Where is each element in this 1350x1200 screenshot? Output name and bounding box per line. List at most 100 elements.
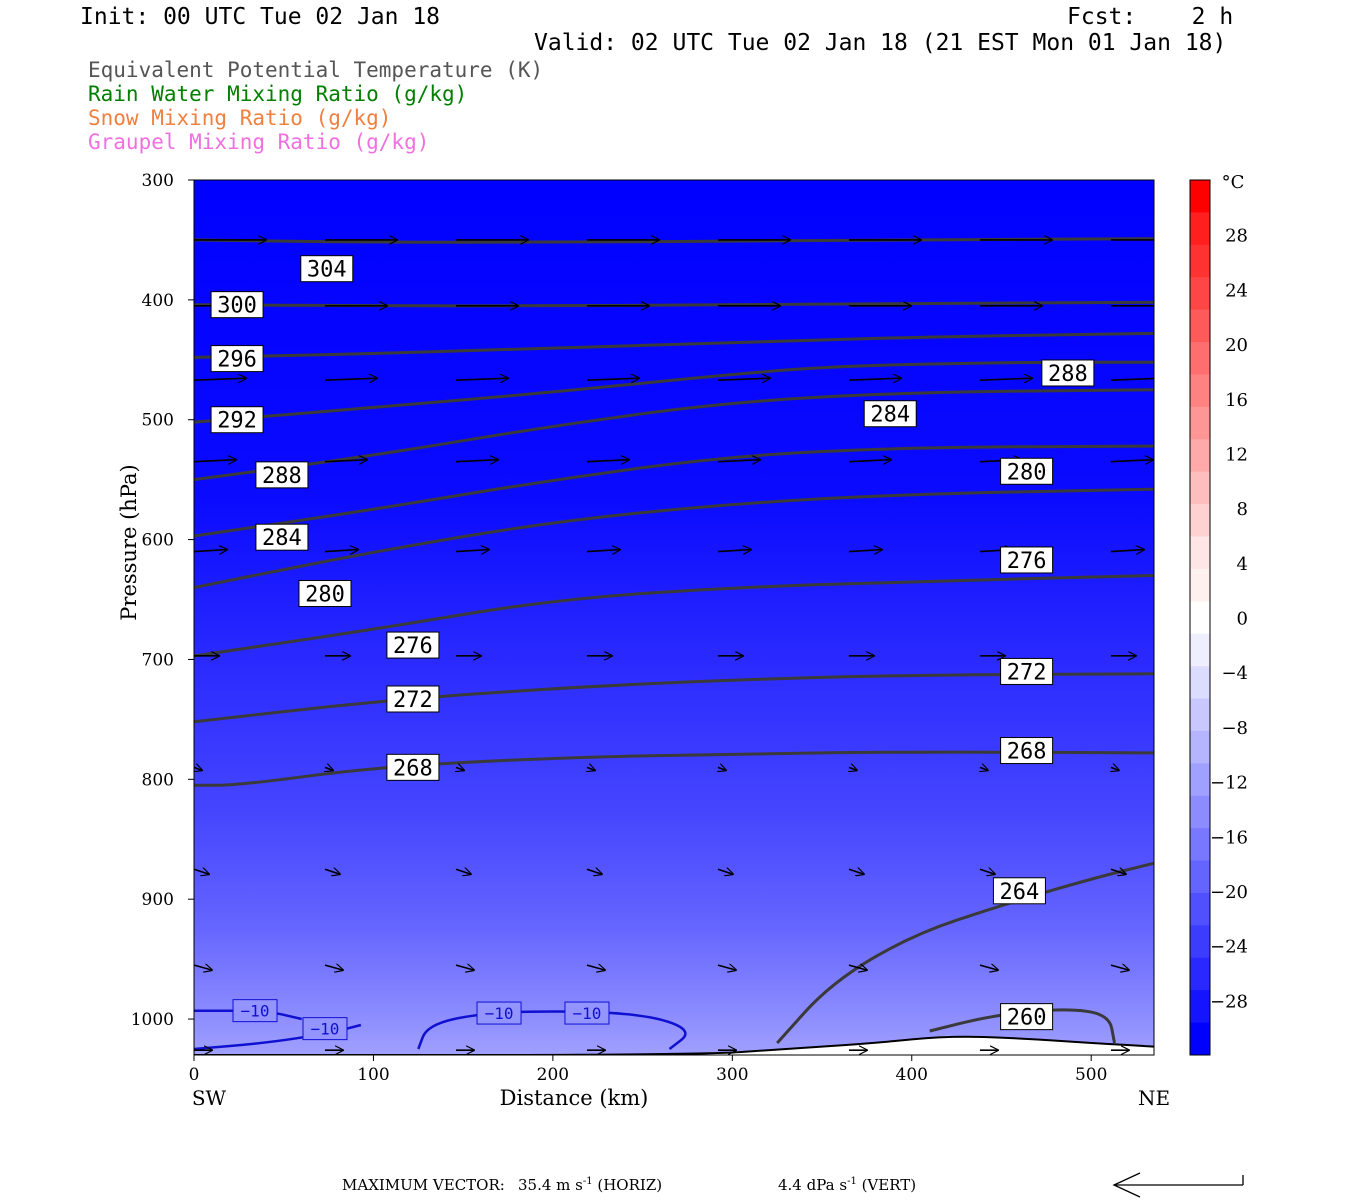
wind-vector	[848, 378, 901, 380]
colorbar-swatch	[1190, 568, 1210, 602]
y-tick-label: 600	[142, 531, 174, 551]
contour-label: 268	[1007, 740, 1047, 765]
y-tick-label: 800	[142, 770, 174, 790]
wind-vector	[587, 767, 595, 770]
max-vector-horiz: 35.4 m s-1 (HORIZ)	[518, 1176, 663, 1194]
colorbar-swatch	[1190, 244, 1210, 278]
colorbar-swatch	[1190, 925, 1210, 959]
colorbar-tick-label: −28	[1210, 991, 1248, 1012]
ne-label: NE	[1138, 1086, 1170, 1110]
theta-e-contour-280	[194, 487, 1154, 589]
x-tick-label: 500	[1075, 1065, 1107, 1085]
y-tick-label: 400	[142, 291, 174, 311]
colorbar-tick-label: 28	[1225, 226, 1248, 247]
colorbar-tick-label: 20	[1225, 335, 1248, 356]
contour-label: 272	[1007, 660, 1047, 685]
wind-vector	[717, 378, 770, 380]
wind-vector	[324, 965, 343, 970]
colorbar-tick-label: −24	[1210, 937, 1248, 958]
colorbar-tick-label: 8	[1237, 499, 1248, 520]
colorbar-swatch	[1190, 504, 1210, 537]
colorbar-swatch	[1190, 730, 1210, 764]
temp-label-box	[232, 999, 278, 1023]
colorbar-swatch	[1190, 471, 1210, 505]
forecast-hour: Fcst: 2 h	[1067, 4, 1234, 30]
temp-label-box	[476, 1001, 522, 1025]
colorbar-swatch	[1190, 633, 1210, 667]
y-tick-label: 1000	[131, 1010, 174, 1030]
contour-label-box	[300, 255, 354, 283]
wind-vector	[979, 378, 1032, 380]
contour-label: 272	[393, 688, 433, 713]
wind-vector	[586, 550, 620, 552]
contour-label-box	[255, 461, 309, 489]
reference-vector-head	[1112, 1172, 1141, 1198]
colorbar-swatch	[1190, 439, 1210, 473]
theta-e-contour-296	[194, 331, 1154, 359]
wind-vector	[194, 460, 236, 462]
wind-vector	[586, 965, 605, 970]
colorbar-frame	[1189, 179, 1211, 1056]
temp-label: −10	[573, 1004, 602, 1023]
wind-vector	[586, 460, 629, 462]
colorbar-swatch	[1190, 536, 1210, 570]
colorbar-swatch	[1190, 860, 1210, 894]
contour-label: 288	[1048, 362, 1088, 387]
colorbar-tick-label: 16	[1225, 390, 1248, 411]
theta-e-contour-264	[776, 861, 1154, 1045]
x-tick-label: 400	[896, 1065, 928, 1085]
wind-vector	[324, 550, 358, 552]
colorbar-swatch	[1190, 342, 1210, 375]
y-axis-title: Pressure (hPa)	[117, 464, 141, 620]
colorbar-swatch	[1190, 957, 1210, 991]
wind-vector	[194, 965, 212, 970]
x-tick-label: 300	[716, 1065, 748, 1085]
wind-vector	[324, 869, 340, 874]
wind-vector	[848, 550, 882, 552]
wind-vector	[586, 869, 602, 874]
colorbar-tick-label: 24	[1225, 280, 1248, 301]
contour-label: 304	[307, 258, 347, 283]
colorbar-swatch	[1190, 212, 1210, 246]
colorbar-swatch	[1190, 795, 1210, 829]
wind-vector	[1110, 550, 1144, 552]
legend-graupel: Graupel Mixing Ratio (g/kg)	[88, 130, 430, 154]
wind-vector	[717, 965, 736, 970]
legend-rain: Rain Water Mixing Ratio (g/kg)	[88, 82, 468, 106]
x-axis-title: Distance (km)	[500, 1086, 649, 1110]
y-tick-label: 300	[142, 171, 174, 191]
colorbar-tick-label: −20	[1210, 882, 1248, 903]
temperature-field	[194, 180, 1154, 1055]
wind-vector	[456, 767, 464, 770]
theta-e-contour-260	[929, 1008, 1116, 1044]
wind-vector	[848, 869, 864, 874]
contour-label-box	[255, 523, 309, 551]
colorbar-swatch	[1190, 277, 1210, 311]
wind-vector	[455, 869, 471, 874]
colorbar-swatch	[1190, 892, 1210, 926]
wind-vector	[325, 767, 333, 770]
contour-label-box	[1000, 657, 1054, 685]
y-tick-label: 500	[142, 411, 174, 431]
x-tick-label: 100	[357, 1065, 389, 1085]
colorbar-tick-label: −8	[1221, 718, 1248, 739]
temp-label: −10	[485, 1004, 514, 1023]
colorbar-tick-label: 4	[1237, 554, 1248, 575]
contour-label: 284	[870, 403, 910, 428]
contour-label-box	[298, 580, 352, 608]
theta-e-contour-292	[194, 360, 1154, 424]
sw-label: SW	[192, 1086, 227, 1110]
wind-vector	[979, 869, 995, 874]
contour-label-box	[210, 345, 264, 373]
colorbar-unit: °C	[1222, 172, 1245, 193]
wind-vector	[194, 767, 202, 770]
plot-frame	[193, 179, 1155, 1056]
theta-e-contour-276	[194, 574, 1154, 658]
contour-label: 268	[393, 756, 433, 781]
temp-label-box	[302, 1017, 348, 1041]
colorbar-tick-label: 0	[1237, 609, 1248, 630]
colorbar-tick-label: 12	[1225, 444, 1248, 465]
contour-label: 280	[305, 583, 345, 608]
contour-label: 260	[1007, 1006, 1047, 1031]
